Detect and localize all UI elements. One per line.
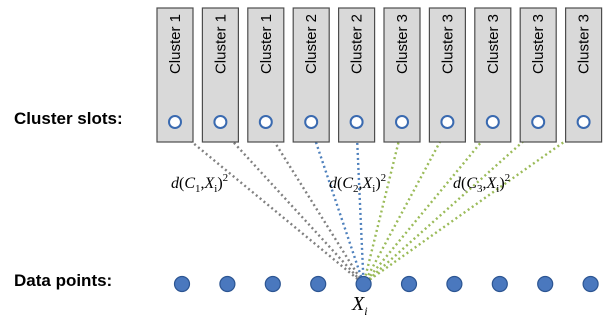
- data-point: [310, 275, 327, 293]
- highlighted-point-label: Xi: [351, 293, 368, 318]
- cluster-slot-label: Cluster 3: [530, 14, 547, 74]
- cluster-slot-circle: [531, 115, 546, 129]
- distance-line: [362, 127, 494, 285]
- data-points: [173, 275, 599, 293]
- cluster-slot-circle: [213, 115, 228, 129]
- data-points-label: Data points:: [14, 271, 113, 290]
- cluster-slot: Cluster 1: [201, 7, 239, 143]
- cluster-slot-circle: [485, 115, 500, 129]
- cluster-slot-circle: [349, 115, 364, 129]
- distance-line: [219, 127, 365, 285]
- data-point: [446, 275, 463, 293]
- cluster-slot: Cluster 1: [156, 7, 194, 143]
- cluster-slot-box: [247, 7, 285, 143]
- highlighted-data-point: [355, 275, 372, 293]
- data-point: [264, 275, 281, 293]
- distance-label-c3: d(C3,Xi)2: [453, 172, 510, 195]
- data-point: [537, 275, 554, 293]
- distance-label-c2: d(C2,Xi)2: [329, 172, 386, 195]
- distance-line: [362, 127, 449, 285]
- distance-line: [355, 127, 365, 285]
- cluster-slot-label: Cluster 1: [167, 14, 184, 74]
- cluster-slot-circle: [576, 115, 591, 129]
- cluster-slot-circle: [440, 115, 455, 129]
- cluster-slot-label: Cluster 2: [349, 14, 366, 74]
- cluster-slot: Cluster 3: [519, 7, 557, 143]
- data-point: [582, 275, 599, 293]
- distance-line: [310, 127, 365, 285]
- cluster-slot-label: Cluster 3: [394, 14, 411, 74]
- data-point: [491, 275, 508, 293]
- cluster-slots: Cluster 1 Cluster 1 Cluster 1 Cluster 2 Clus…: [156, 7, 603, 143]
- distance-line: [362, 127, 539, 285]
- cluster-slot: Cluster 2: [338, 7, 376, 143]
- cluster-slot: Cluster 3: [474, 7, 512, 143]
- cluster-slot: Cluster 3: [428, 7, 466, 143]
- cluster-slot: Cluster 3: [564, 7, 603, 143]
- cluster-slot-label: Cluster 2: [303, 14, 320, 74]
- data-point: [173, 275, 191, 293]
- cluster-slot-circle: [168, 115, 182, 129]
- distance-label-c1: d(C1,Xi)2: [171, 172, 228, 195]
- distance-lines: [174, 127, 585, 285]
- data-point: [219, 275, 236, 293]
- data-point: [400, 275, 418, 293]
- cluster-slot-circle: [304, 115, 319, 129]
- cluster-slot-label: Cluster 3: [439, 14, 456, 74]
- cluster-slot-label: Cluster 3: [576, 14, 593, 74]
- cluster-slot-circle: [258, 115, 273, 129]
- distance-line: [362, 127, 404, 285]
- cluster-slot-circle: [395, 115, 409, 129]
- cluster-slot: Cluster 2: [292, 7, 330, 143]
- cluster-slots-label: Cluster slots:: [14, 109, 123, 128]
- cluster-slot-label: Cluster 1: [212, 14, 229, 74]
- cluster-slot: Cluster 1: [247, 7, 285, 143]
- cluster-slot: Cluster 3: [383, 7, 421, 143]
- cluster-slot-label: Cluster 1: [258, 14, 275, 74]
- cluster-slot-label: Cluster 3: [485, 14, 502, 74]
- distance-line: [174, 127, 365, 285]
- distance-line: [264, 127, 365, 285]
